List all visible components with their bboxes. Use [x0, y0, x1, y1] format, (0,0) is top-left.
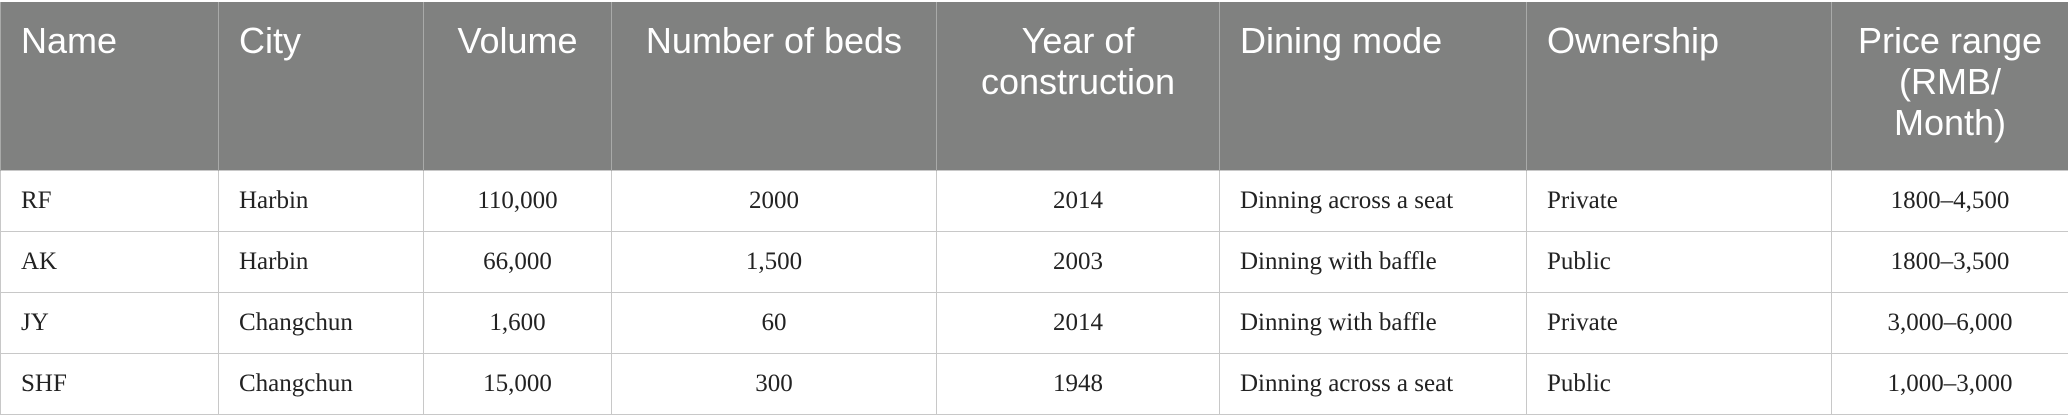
table-cell: SHF [1, 354, 219, 415]
table-cell: 2014 [937, 171, 1220, 232]
table-cell: 2014 [937, 293, 1220, 354]
table-cell: 1,000–3,000 [1832, 354, 2068, 415]
table-cell: 1,500 [612, 232, 937, 293]
header-cell: Year of construction [937, 2, 1220, 171]
table-cell: Dinning across a seat [1220, 354, 1527, 415]
header-cell: Dining mode [1220, 2, 1527, 171]
table-cell: 300 [612, 354, 937, 415]
table-cell: 66,000 [424, 232, 612, 293]
table-cell: Private [1527, 171, 1832, 232]
header-cell: Volume [424, 2, 612, 171]
table-cell: Dinning with baffle [1220, 293, 1527, 354]
table-cell: Harbin [219, 171, 424, 232]
header-cell: Price range (RMB/ Month) [1832, 2, 2068, 171]
header-cell: Ownership [1527, 2, 1832, 171]
header-cell: Name [1, 2, 219, 171]
table-cell: 15,000 [424, 354, 612, 415]
table-cell: RF [1, 171, 219, 232]
table-cell: Dinning across a seat [1220, 171, 1527, 232]
table-cell: 1948 [937, 354, 1220, 415]
table-cell: 1800–4,500 [1832, 171, 2068, 232]
table-cell: Dinning with baffle [1220, 232, 1527, 293]
table-cell: Harbin [219, 232, 424, 293]
table-cell: 60 [612, 293, 937, 354]
table-cell: Changchun [219, 354, 424, 415]
table-cell: 1800–3,500 [1832, 232, 2068, 293]
table-cell: Private [1527, 293, 1832, 354]
table-cell: 2000 [612, 171, 937, 232]
table-cell: AK [1, 232, 219, 293]
table-cell: 1,600 [424, 293, 612, 354]
table-cell: Public [1527, 354, 1832, 415]
header-cell: Number of beds [612, 2, 937, 171]
header-cell: City [219, 2, 424, 171]
table-cell: 110,000 [424, 171, 612, 232]
table-cell: 2003 [937, 232, 1220, 293]
table-cell: Changchun [219, 293, 424, 354]
table-cell: Public [1527, 232, 1832, 293]
table-cell: 3,000–6,000 [1832, 293, 2068, 354]
table-cell: JY [1, 293, 219, 354]
